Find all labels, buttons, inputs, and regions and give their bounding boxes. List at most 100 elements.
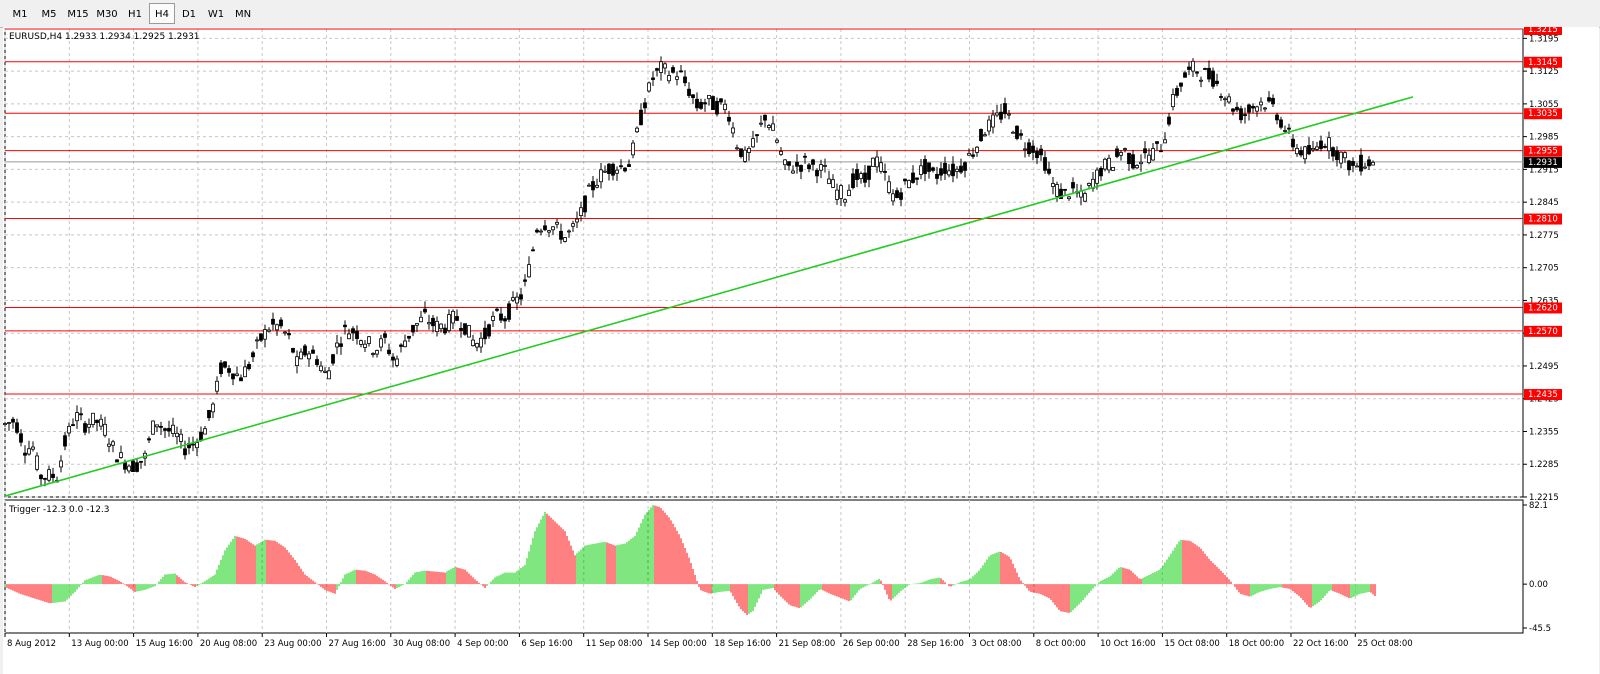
timeframe-button-m30[interactable]: M30 (96, 9, 118, 20)
level-badge-text: 1.2435 (1528, 390, 1558, 400)
candle-body (363, 343, 367, 348)
candle-body (483, 327, 487, 340)
candle-body (395, 358, 399, 366)
chart-canvas[interactable]: 1.3195 1.3125 1.3055 1.2985 1.2915 1.2845 1.27… (3, 27, 1599, 674)
candle-body (603, 170, 607, 173)
candle-body (783, 159, 787, 166)
candle-body (475, 343, 479, 348)
level-badge-text: 1.2620 (1528, 303, 1558, 313)
candle-body (579, 207, 583, 216)
candle-body (1315, 146, 1319, 150)
x-tick-label: 20 Aug 08:00 (200, 639, 257, 649)
timeframe-toolbar: M1 M5 M15 M30 H1 H4 D1 W1 MN (0, 0, 1600, 28)
candle-body (519, 294, 523, 300)
candle-body (915, 177, 919, 180)
candle-body (495, 308, 499, 311)
candle-body (747, 147, 751, 153)
candle-body (499, 313, 503, 321)
candle-body (1007, 113, 1011, 116)
candle-body (163, 428, 167, 431)
timeframe-button-h1[interactable]: H1 (128, 9, 142, 20)
candle-body (779, 150, 783, 155)
candle-body (851, 173, 855, 188)
candle-body (691, 94, 695, 99)
candle-body (583, 195, 587, 213)
candle-body (787, 161, 791, 166)
candle-body (467, 325, 471, 338)
candle-body (1343, 152, 1347, 159)
candle-body (15, 422, 19, 433)
candle-body (979, 128, 983, 142)
x-tick-label: 10 Oct 16:00 (1100, 639, 1155, 649)
candle-body (663, 63, 667, 69)
candle-body (411, 324, 415, 333)
candle-body (1027, 142, 1031, 155)
candle-body (959, 165, 963, 173)
candle-body (859, 173, 863, 180)
candle-body (1351, 161, 1355, 166)
candle-body (731, 127, 735, 134)
candle-body (455, 316, 459, 321)
candle-body (1043, 157, 1047, 171)
timeframe-button-w1[interactable]: W1 (207, 9, 225, 20)
candle-body (1135, 165, 1139, 169)
candle-body (447, 314, 451, 331)
candle-body (539, 230, 543, 233)
candle-body (651, 77, 655, 80)
candle-body (935, 173, 939, 179)
candle-body (235, 373, 239, 376)
candle-body (11, 418, 15, 423)
candle-body (43, 477, 47, 480)
x-tick-label: 18 Oct 00:00 (1229, 639, 1284, 649)
candle-body (175, 432, 179, 438)
candle-body (219, 362, 223, 374)
candle-body (1275, 114, 1279, 121)
candle-body (735, 147, 739, 150)
candle-body (323, 370, 327, 373)
candle-body (639, 109, 643, 126)
candle-body (1143, 148, 1147, 154)
candle-body (1167, 116, 1171, 125)
candle-body (295, 356, 299, 367)
candle-body (1363, 166, 1367, 169)
candle-body (759, 122, 763, 125)
candle-body (511, 297, 515, 301)
candle-body (755, 134, 759, 136)
candle-body (171, 424, 175, 434)
level-badge-text: 1.3215 (1528, 27, 1558, 35)
level-badge (1524, 213, 1562, 225)
candle-body (87, 423, 91, 428)
candle-body (727, 116, 731, 122)
candle-body (115, 459, 119, 463)
candle-body (751, 138, 755, 148)
candle-body (103, 423, 107, 436)
candle-body (51, 473, 55, 478)
y-tick-label: 1.2915 (1529, 165, 1559, 175)
y-tick-label: 1.2985 (1529, 133, 1559, 143)
candle-body (1367, 159, 1371, 167)
y-tick-label: 1.2775 (1529, 231, 1559, 241)
candle-body (1223, 98, 1227, 101)
x-tick-label: 21 Sep 08:00 (779, 639, 836, 649)
candle-body (659, 61, 663, 73)
timeframe-button-h4[interactable]: H4 (149, 3, 175, 24)
candle-body (587, 184, 591, 187)
candle-body (891, 193, 895, 202)
candle-body (711, 96, 715, 111)
level-badge (1524, 145, 1562, 157)
candle-body (1095, 169, 1099, 184)
candle-body (803, 155, 807, 158)
candle-body (879, 162, 883, 172)
timeframe-button-m5[interactable]: M5 (41, 9, 57, 20)
candle-body (283, 331, 287, 334)
timeframe-button-mn[interactable]: MN (234, 9, 252, 20)
candle-body (887, 181, 891, 193)
candle-body (83, 423, 87, 433)
timeframe-button-m1[interactable]: M1 (12, 9, 28, 20)
candle-body (1163, 139, 1167, 144)
timeframe-button-d1[interactable]: D1 (181, 9, 197, 20)
candle-body (1063, 188, 1067, 191)
trendline[interactable] (4, 96, 1414, 497)
candle-body (1323, 146, 1327, 148)
timeframe-button-m15[interactable]: M15 (67, 9, 89, 20)
